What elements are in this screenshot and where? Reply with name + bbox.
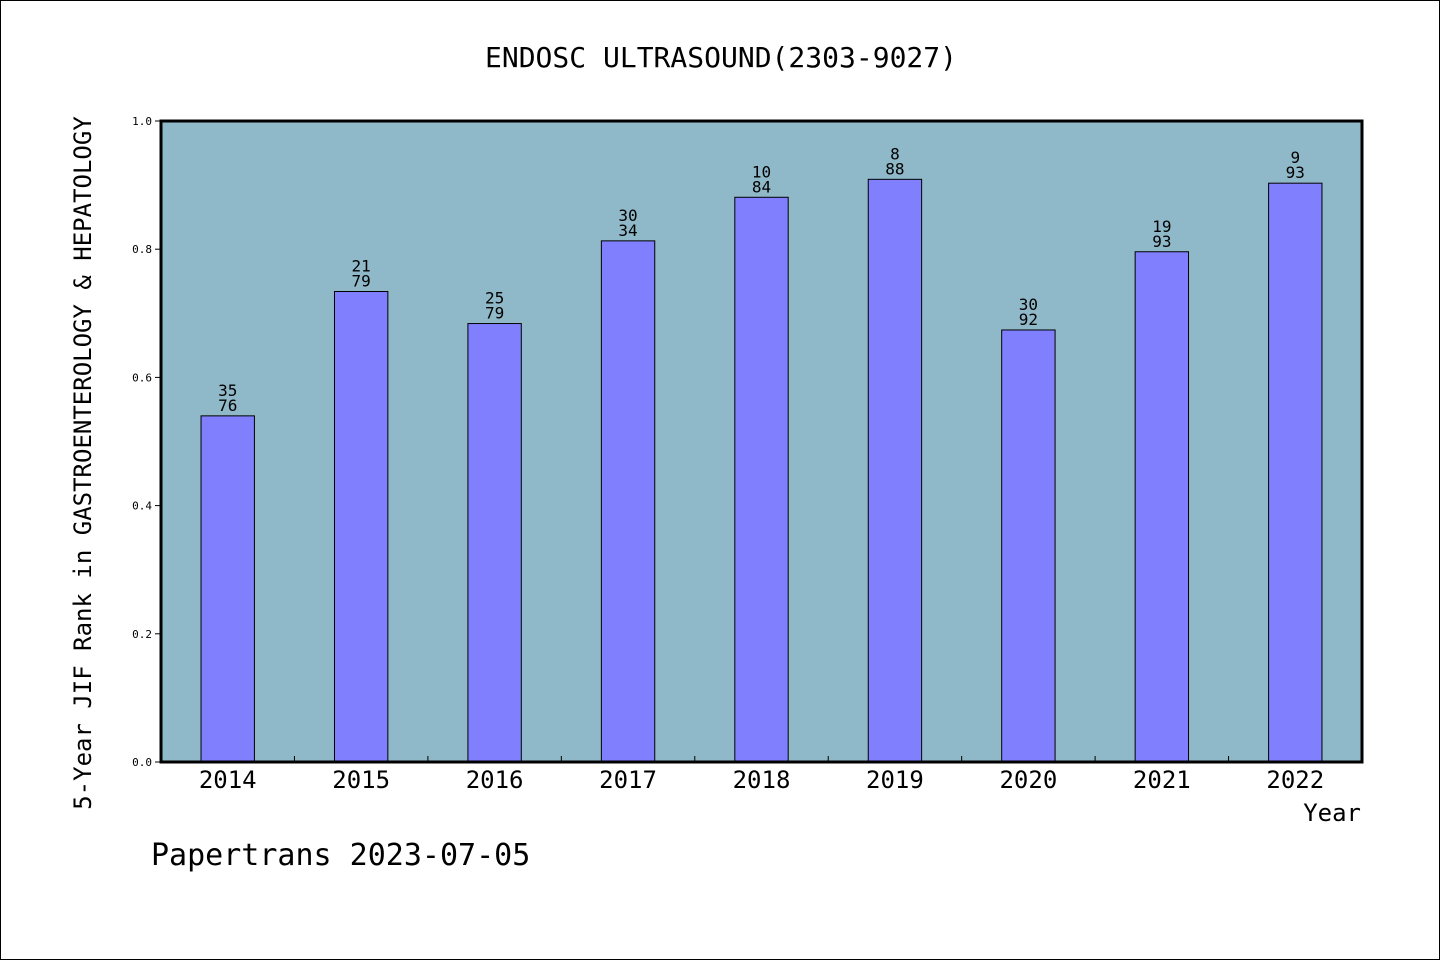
bar-label-rank-2017: 30 (618, 206, 637, 225)
y-axis: 0.0 0.2 0.4 0.6 0.8 1.0 (132, 115, 161, 769)
x-tick-label-2019: 2019 (866, 766, 924, 794)
bar-2020 (1001, 329, 1056, 763)
bar-label-total-2019: 88 (885, 159, 904, 178)
bar-2021 (1134, 251, 1190, 763)
y-tick-label-0.0: 0.0 (132, 756, 152, 769)
x-tick-label-2017: 2017 (599, 766, 657, 794)
x-tick-label-2021: 2021 (1133, 766, 1191, 794)
bar-label-total-2020: 92 (1019, 310, 1038, 329)
bar-2019 (867, 178, 923, 763)
bar-label-total-2014: 76 (218, 396, 237, 415)
bar-2022 (1268, 182, 1323, 763)
y-axis-label: 5-Year JIF Rank in GASTROENTEROLOGY & HE… (69, 116, 97, 810)
bar-label-rank-2018: 10 (752, 162, 771, 181)
y-tick-label-0.2: 0.2 (132, 628, 152, 641)
bar-label-rank-2016: 25 (485, 289, 504, 308)
bar-2018 (734, 196, 789, 763)
footer-credit: Papertrans 2023-07-05 (151, 838, 530, 873)
bar-label-rank-2014: 35 (218, 381, 237, 400)
x-tick-label-2020: 2020 (999, 766, 1057, 794)
plot-border (159, 119, 1364, 764)
x-tick-label-2016: 2016 (466, 766, 524, 794)
bar-label-total-2022: 93 (1286, 163, 1305, 182)
bar-2017 (600, 240, 656, 763)
x-tick-label-2014: 2014 (199, 766, 257, 794)
y-tick-label-0.8: 0.8 (132, 243, 152, 256)
bar-label-rank-2020: 30 (1019, 295, 1038, 314)
bar-label-rank-2015: 21 (352, 257, 371, 276)
x-tick-label-2018: 2018 (733, 766, 791, 794)
y-tick-label-0.6: 0.6 (132, 371, 152, 384)
bar-label-rank-2019: 8 (890, 144, 900, 163)
bar-label-total-2015: 79 (352, 272, 371, 291)
bar-label-total-2018: 84 (752, 177, 771, 196)
x-tick-label-2015: 2015 (332, 766, 390, 794)
bar-2016 (467, 323, 522, 763)
bar-2014 (200, 415, 255, 763)
x-tick-label-2022: 2022 (1266, 766, 1324, 794)
y-tick-label-0.4: 0.4 (132, 500, 152, 513)
bars-layer (200, 178, 1323, 763)
bar-label-rank-2021: 19 (1152, 217, 1171, 236)
bar-label-total-2016: 79 (485, 304, 504, 323)
x-axis-label: Year (1303, 799, 1361, 827)
chart-title: ENDOSC ULTRASOUND(2303-9027) (485, 41, 957, 74)
x-axis: 2014 2015 2016 2017 2018 2019 2020 2021 2022 (199, 756, 1324, 794)
bar-label-rank-2022: 9 (1290, 148, 1300, 167)
y-tick-label-1.0: 1.0 (132, 115, 152, 128)
bar-label-total-2021: 93 (1152, 232, 1171, 251)
bar-2015 (333, 291, 389, 763)
bar-label-total-2017: 34 (618, 221, 637, 240)
